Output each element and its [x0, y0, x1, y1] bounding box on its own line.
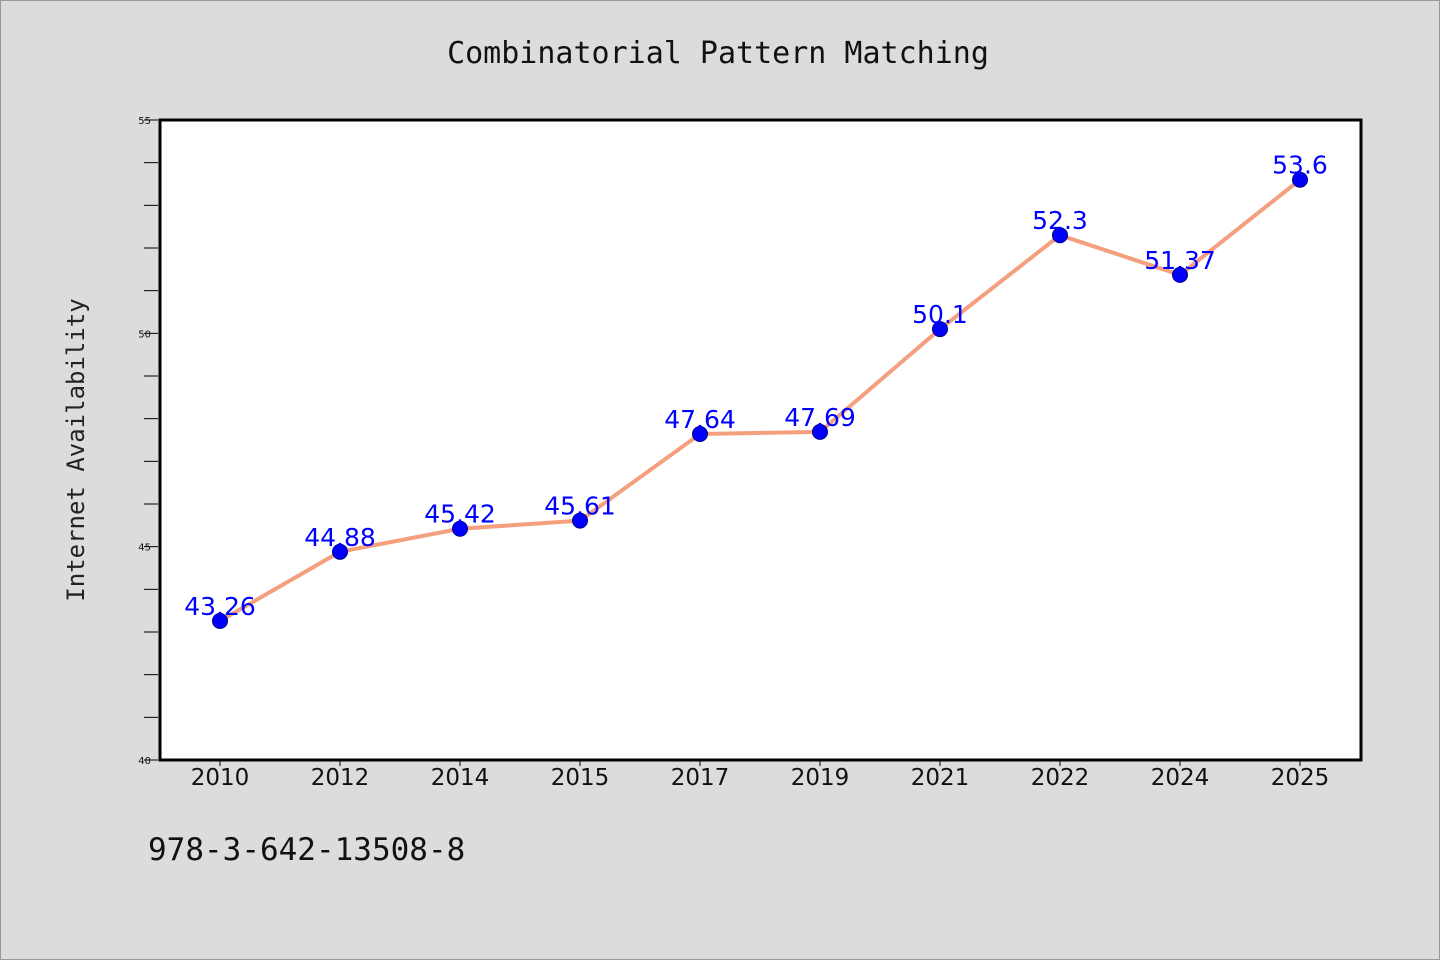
- x-tick-label: 2017: [671, 765, 730, 791]
- y-tick-label: 55: [138, 116, 151, 127]
- chart-title: Combinatorial Pattern Matching: [447, 36, 989, 71]
- data-label: 43.26: [184, 592, 256, 621]
- data-label: 52.3: [1032, 206, 1088, 235]
- data-labels: 43.26 44.88 45.42 45.61 47.64 47.69 50.1 52.3 51…: [184, 151, 1328, 621]
- x-tick-label: 2019: [791, 765, 850, 791]
- data-point: [1052, 227, 1068, 244]
- plot-border: [158, 118, 1363, 762]
- data-label: 47.69: [784, 403, 856, 432]
- data-point: [212, 612, 228, 629]
- y-tick-label: 50: [138, 329, 151, 340]
- x-tick-label: 2022: [1031, 765, 1090, 791]
- x-tick-label: 2012: [311, 765, 370, 791]
- footnote-isbn: 978-3-642-13508-8: [148, 832, 466, 868]
- data-label: 51.37: [1144, 246, 1216, 275]
- series-layer: [212, 171, 1308, 629]
- x-tick-label: 2014: [431, 765, 490, 791]
- y-tick-label: 45: [138, 543, 151, 554]
- data-label: 44.88: [304, 523, 376, 552]
- data-point: [932, 321, 948, 338]
- x-tick-label: 2024: [1151, 765, 1210, 791]
- data-point: [332, 543, 348, 560]
- data-label: 45.61: [544, 492, 616, 521]
- data-point: [572, 512, 588, 529]
- y-axis-label: Internet Availability: [62, 298, 90, 601]
- data-point: [692, 426, 708, 443]
- data-label: 50.1: [912, 300, 968, 329]
- x-tick-label: 2010: [191, 765, 250, 791]
- x-tick-label: 2025: [1271, 765, 1330, 791]
- x-tick-label: 2021: [911, 765, 970, 791]
- data-point: [452, 520, 468, 537]
- data-label: 53.6: [1272, 151, 1328, 180]
- data-point: [812, 423, 828, 440]
- data-point: [1172, 266, 1188, 283]
- data-label: 47.64: [664, 405, 736, 434]
- series-line: [219, 178, 1302, 623]
- plot-area: [160, 120, 1361, 760]
- data-point: [1292, 171, 1308, 188]
- y-tick-label: 40: [138, 756, 151, 767]
- data-label: 45.42: [424, 500, 496, 529]
- x-tick-label: 2015: [551, 765, 610, 791]
- axes: 40 45 50 55 2010 2012 2014 2015 2017 2019 2021 2022…: [138, 116, 1329, 791]
